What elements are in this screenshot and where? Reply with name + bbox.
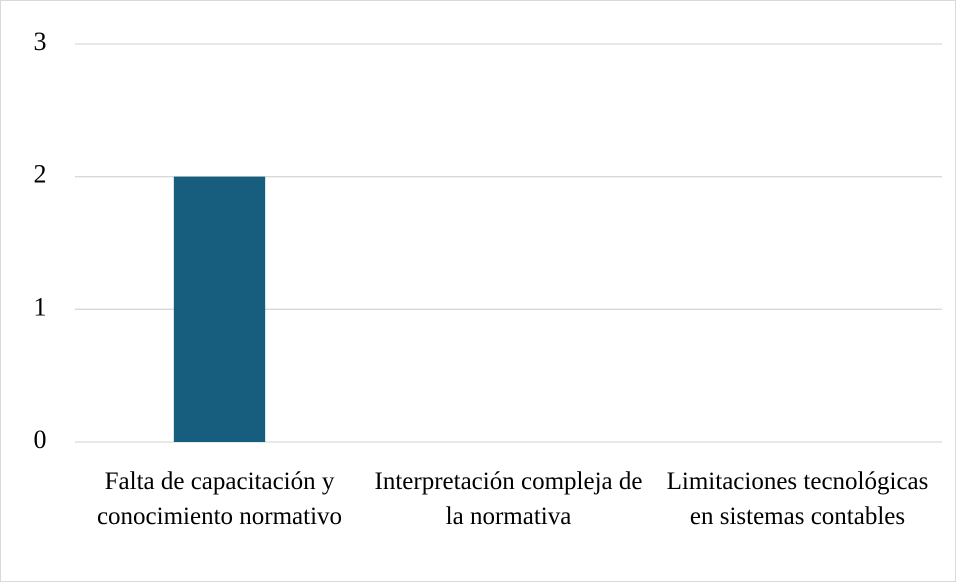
bar	[173, 176, 266, 442]
y-tick-label: 0	[34, 425, 47, 454]
x-tick-label: Limitaciones tecnológicas en sistemas co…	[666, 468, 929, 530]
x-tick-label: Interpretación compleja de la normativa	[374, 468, 643, 530]
x-tick-label: Falta de capacitación y conocimiento nor…	[96, 468, 343, 530]
y-tick-label: 1	[34, 292, 47, 321]
y-tick-label: 2	[34, 160, 47, 189]
y-tick-label: 3	[34, 27, 47, 56]
